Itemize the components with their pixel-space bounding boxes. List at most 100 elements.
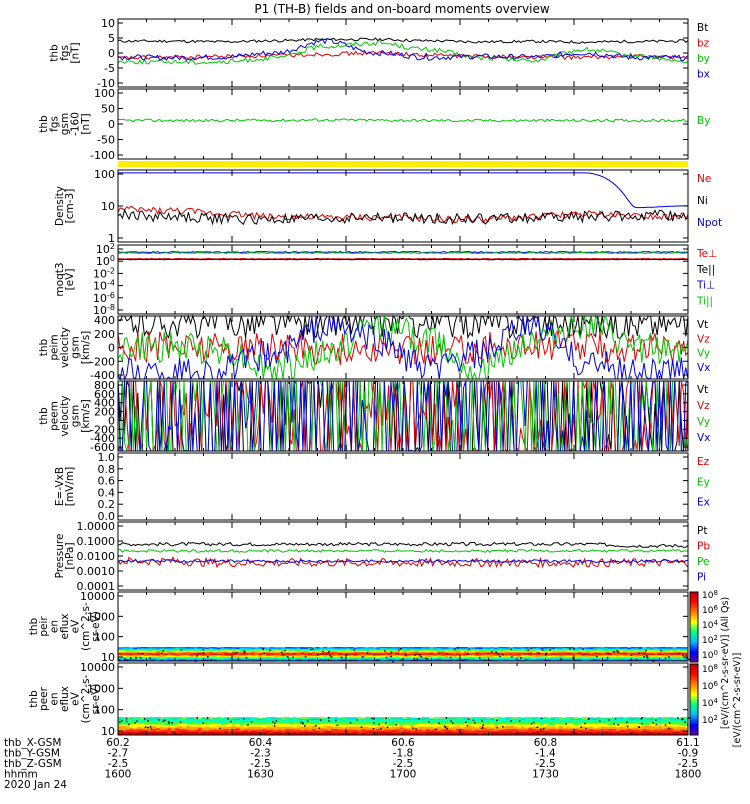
x-tick-value: 1700 [390,769,417,781]
legend-pressure-2: Pe [697,556,709,568]
legend-pressure-1: Pb [697,541,710,553]
legend-fgs-0: Bt [697,22,708,34]
ytick-label: 10 [101,200,115,213]
colorbar: 108106104102100108106104102[eV/(cm^2-s-s… [690,589,743,747]
ytick-label: 0 [108,118,115,131]
ytick-label: 0 [108,342,115,355]
ytick-label: 0.0100 [77,550,116,563]
colorbar-tick: 108 [702,589,718,601]
series-moqt3-1 [118,259,688,260]
legend-efield-2: Ex [697,497,710,509]
ylabel-moqt3: moqt3[eV] [54,262,76,296]
series-moqt3-3 [118,253,688,254]
series-peim-1 [118,330,688,365]
ytick-label: 10000 [80,661,115,674]
series-fgs_dsl-0 [118,119,688,122]
colorbar-tick: 104 [702,697,718,709]
legend-peem-0: Vt [697,384,708,396]
status-bar [118,161,688,167]
colorbar-tick: 100 [702,649,718,661]
legend-pressure-0: Pt [697,525,707,537]
x-tick-value: 1630 [247,769,274,781]
ytick-label: 5 [108,32,115,45]
ylabel-fgs_dsl: thbfgsgsm-160[nT] [38,112,92,136]
legend-efield-0: Ez [697,456,710,468]
ylabel-peem: thbpeemvelocitygsm[km/s] [38,395,92,436]
ytick-label: 100 [94,168,115,181]
ytick-label: 400 [94,314,115,327]
panel-peer: 10000100010010thbpeerenefluxeV(cm^2-s-sr… [28,661,690,738]
legend-fgs-3: bx [697,69,710,81]
ytick-label: 0.0010 [77,565,116,578]
ytick-label: 50 [101,103,115,116]
series-pressure-2 [118,550,688,553]
ytick-label: 10 [101,17,115,30]
legend-peim-2: Vy [697,348,710,360]
ylabel-peir: thbpeirenefluxeV(cm^2-s-sr-eV) [28,602,102,651]
panel-peem: 8006004002000-200-400-600thbpeemvelocity… [38,379,710,454]
legend-fgs-1: bz [697,38,710,50]
series-pressure-0 [118,543,688,548]
series-density-1 [118,210,688,224]
series-fgs-2 [118,41,688,64]
ytick-label: 100 [94,87,115,100]
series-fgs-0 [118,38,688,43]
panel-peir: 10000100010010thbpeirenefluxeV(cm^2-s-sr… [28,590,690,664]
colorbar-tick: 108 [702,663,718,675]
ytick-label: 10000 [80,590,115,603]
colorbar-tick: 104 [702,619,718,631]
ytick-label: -100 [90,149,115,162]
legend-moqt3-3: Ti|| [696,295,713,307]
legend-peem-1: Vz [697,400,710,412]
date-label: 2020 Jan 24 [4,779,67,791]
x-tick-value: 1600 [105,769,132,781]
series-density-2 [118,173,688,208]
plot-title: P1 (TH-B) fields and on-board moments ov… [254,2,550,16]
legend-density-1: Ni [697,195,708,207]
ytick-label: 1.0000 [77,520,116,533]
x-tick-value: 1800 [675,769,702,781]
panel-peim: 4002000-200-400thbpeimvelocitygsm[km/s]V… [38,314,710,382]
series-peim-2 [118,316,688,379]
ytick-label: 0.1000 [77,535,116,548]
legend-moqt3-0: Te⊥ [696,248,717,260]
ylabel-density: Density[cm-3] [54,186,76,226]
legend-moqt3-2: Ti⊥ [696,280,715,292]
colorbar-tick: 102 [702,634,718,646]
legend-moqt3-1: Te|| [696,264,715,276]
legend-peim-0: Vt [697,319,708,331]
ytick-label: 0 [108,47,115,60]
colorbar-tick: 102 [702,714,718,726]
legend-pressure-3: Pi [697,572,706,584]
legend-peem-3: Vx [697,432,710,444]
legend-peem-2: Vy [697,416,710,428]
legend-peim-1: Vz [697,333,710,345]
ytick-label: -5 [104,62,115,75]
legend-efield-1: Ey [697,476,710,488]
ytick-label: -50 [97,134,115,147]
ylabel-pressure: Pressure[nPa] [54,534,76,579]
panel-moqt3: 10210010-210-410-610-8moqt3[eV]Te⊥Te||Ti… [54,242,717,317]
legend-density-2: Npot [697,217,722,229]
legend-peim-3: Vx [697,362,710,374]
colorbar-tick: 106 [702,680,718,692]
ylabel-fgs: thbfgs[nT] [49,42,82,63]
panel-pressure: 1.00000.10000.01000.00100.0001Pressure[n… [54,520,711,593]
series-peim-3 [118,316,688,379]
colorbar-label-2: [eV/(cm^2-s-sr-eV)] [732,653,743,748]
legend-fgs-2: by [697,53,710,65]
ylabel-efield: E=-VxB[mV/m] [54,467,76,506]
colorbar-label: [eV/(cm^2-s-sr-eV)] (All Qs) [720,597,731,729]
ylabel-peim: thbpeimvelocitygsm[km/s] [38,327,92,368]
ytick-label: 200 [94,328,115,341]
ytick-label: -200 [90,355,115,368]
legend-density-0: Ne [697,173,711,185]
ylabel-peer: thbpeerenefluxeV(cm^2-s-sr-eV) [28,674,102,723]
colorbar-tick: 106 [702,604,718,616]
